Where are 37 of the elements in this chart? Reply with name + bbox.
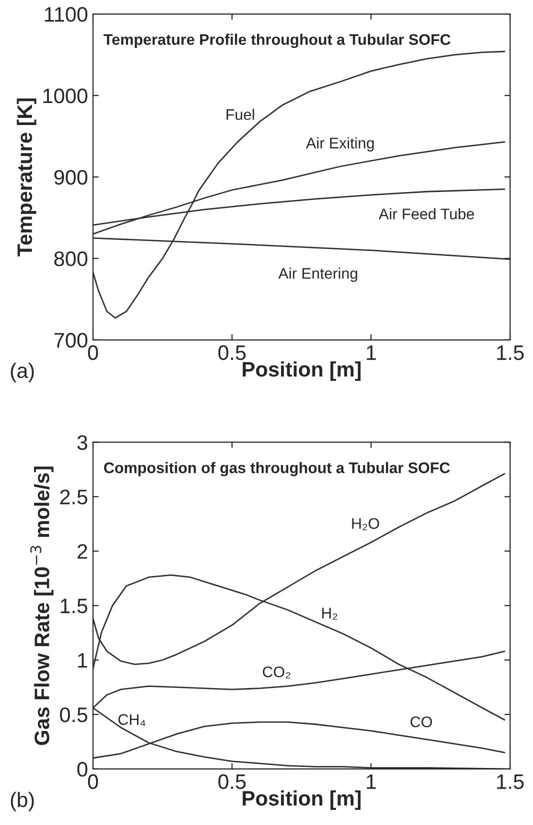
y-tick-label: 2 [78,544,88,559]
y-axis-title: Gas Flow Rate [10$^{−3}$ mole/s] [30,466,54,746]
text: (b) [10,792,34,812]
y-tick-label: 800 [54,251,88,266]
x-tick-label: 0.5 [218,774,246,790]
x-tick-label: 0 [88,345,98,360]
annotation: H₂ [322,608,338,620]
annotation: CH₄ [118,714,146,726]
annotation: CO [410,716,432,728]
y-tick-label: 1100 [44,7,88,22]
text: Composition of gas throughout a Tubular SOFC [104,462,450,476]
x-axis-title: Position [m] [242,790,361,810]
annotation: H₂O [352,518,380,530]
x-tick-label: 1.5 [497,346,524,360]
x-tick-label: 1.5 [497,774,524,790]
y-tick-label: 700 [54,332,88,348]
x-axis-title: Position [m] [242,361,361,381]
y-axis-title: Temperature [K] [16,98,36,256]
x-tick-label: 0.5 [218,345,246,360]
text: (a) [10,362,34,382]
y-tick-label: 1 [78,653,88,668]
y-tick-label: 2.5 [60,490,88,504]
annotation: Fuel [226,108,254,120]
annotation: Air Entering [278,268,358,282]
y-tick-label: 1000 [43,88,88,104]
y-tick-label: 3 [77,435,88,450]
y-tick-label: 0.5 [60,707,88,722]
y-tick-label: 0 [77,762,88,777]
y-tick-label: 1.5 [60,598,88,614]
annotation: Air Exiting [306,137,374,152]
annotation: Air Feed Tube [378,208,474,220]
y-tick-label: 900 [54,170,88,185]
x-tick-label: 1 [366,346,376,360]
x-tick-label: 0 [88,774,98,790]
annotation: CO₂ [262,666,290,678]
text: Temperature Profile throughout a Tubular SOFC [104,34,450,48]
x-tick-label: 1 [366,774,376,789]
